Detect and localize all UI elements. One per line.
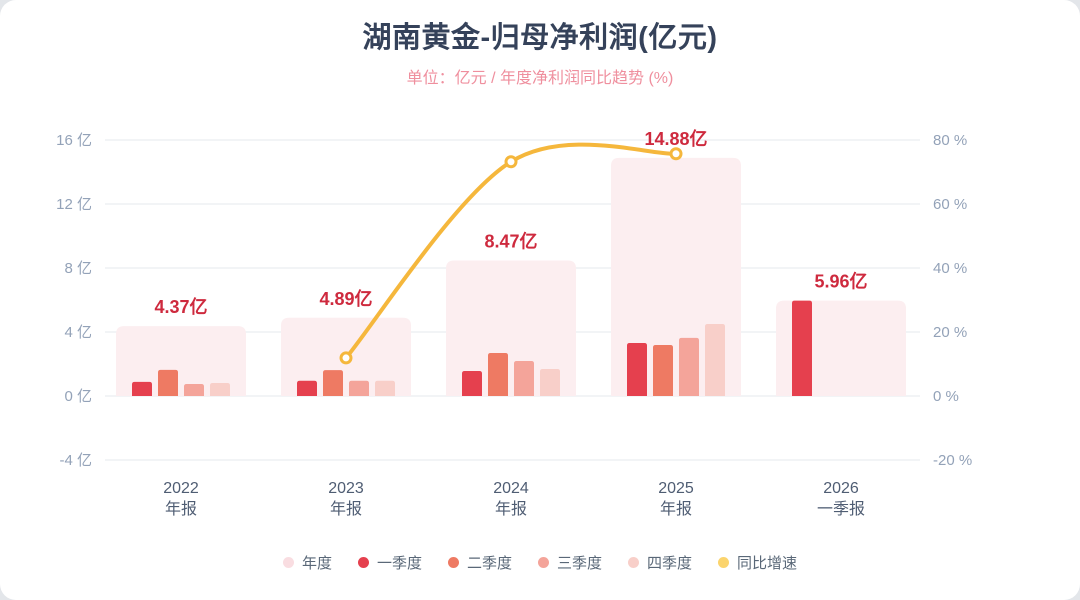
- value-label-2022: 4.37亿: [154, 296, 207, 317]
- quarter-bar-2022-q4[interactable]: [210, 383, 230, 396]
- left-axis-tick: 16 亿: [56, 132, 92, 149]
- category-period-2024: 年报: [495, 500, 527, 518]
- value-label-2025: 14.88亿: [644, 128, 707, 149]
- legend-dot-icon: [718, 557, 730, 568]
- legend-item-4[interactable]: 四季度: [628, 552, 692, 573]
- legend-dot-icon: [282, 557, 294, 568]
- category-year-2026: 2026: [823, 480, 859, 497]
- quarter-bar-2023-q4[interactable]: [375, 380, 395, 396]
- category-period-2023: 年报: [330, 500, 362, 518]
- quarter-bar-2026-q1[interactable]: [792, 300, 812, 396]
- category-period-2025: 年报: [660, 500, 692, 518]
- category-year-2025: 2025: [658, 480, 694, 497]
- legend-item-1[interactable]: 一季度: [357, 552, 422, 573]
- quarter-bar-2025-q4[interactable]: [705, 324, 725, 396]
- annual-bar-2022[interactable]: [116, 326, 246, 396]
- quarter-bar-2025-q2[interactable]: [653, 344, 673, 396]
- category-period-2022: 年报: [165, 500, 197, 518]
- left-axis-tick: 4 亿: [64, 324, 92, 341]
- category-year-2023: 2023: [328, 480, 364, 497]
- quarter-bar-2024-q4[interactable]: [540, 368, 560, 396]
- yoy-line-marker-2[interactable]: [669, 147, 683, 161]
- left-axis-tick: 12 亿: [56, 196, 92, 213]
- chart-legend: 年度 一季度 二季度 三季度 四季度 同比增速: [0, 552, 1080, 573]
- legend-dot-icon: [628, 557, 640, 568]
- right-axis-tick: 60 %: [933, 196, 967, 213]
- legend-label: 一季度: [376, 555, 422, 572]
- right-axis-tick: -20 %: [933, 452, 972, 469]
- legend-item-0[interactable]: 年度: [282, 552, 332, 573]
- quarter-bar-2025-q1[interactable]: [627, 343, 647, 396]
- quarter-bar-2024-q2[interactable]: [488, 352, 508, 396]
- category-period-2026: 一季报: [817, 500, 865, 518]
- quarter-bar-2022-q2[interactable]: [158, 369, 178, 396]
- legend-item-3[interactable]: 三季度: [538, 552, 602, 573]
- quarter-bar-2025-q3[interactable]: [679, 337, 699, 396]
- left-axis-tick: -4 亿: [59, 452, 92, 469]
- legend-label: 四季度: [647, 555, 693, 572]
- yoy-line-marker-1[interactable]: [504, 155, 518, 169]
- chart-subtitle: 单位：亿元 / 年度净利润同比趋势 (%): [406, 70, 674, 87]
- legend-dot-icon: [447, 557, 459, 568]
- right-axis-tick: 20 %: [933, 324, 967, 341]
- yoy-line-marker-0[interactable]: [339, 351, 353, 365]
- legend-label: 同比增速: [737, 555, 798, 572]
- legend-dot-icon: [538, 557, 549, 568]
- category-year-2024: 2024: [493, 480, 529, 497]
- value-label-2024: 8.47亿: [484, 230, 537, 251]
- quarter-bar-2023-q3[interactable]: [349, 380, 369, 396]
- right-axis-tick: 80 %: [933, 132, 967, 149]
- legend-item-2[interactable]: 二季度: [447, 552, 512, 573]
- legend-label: 年度: [301, 555, 332, 572]
- left-axis-tick: 8 亿: [64, 260, 92, 277]
- right-axis-tick: 0 %: [933, 388, 959, 405]
- category-year-2022: 2022: [163, 480, 199, 497]
- value-label-2026: 5.96亿: [814, 271, 867, 292]
- chart-title: 湖南黄金-归母净利润(亿元): [362, 22, 718, 54]
- legend-item-5[interactable]: 同比增速: [718, 552, 797, 573]
- legend-label: 三季度: [557, 555, 603, 572]
- quarter-bar-2022-q3[interactable]: [184, 384, 204, 396]
- quarter-bar-2023-q1[interactable]: [297, 380, 317, 396]
- quarter-bar-2024-q1[interactable]: [462, 371, 482, 396]
- right-axis-tick: 40 %: [933, 260, 967, 277]
- legend-label: 二季度: [466, 555, 512, 572]
- annual-bar-2024[interactable]: [446, 260, 576, 396]
- legend-dot-icon: [357, 557, 369, 568]
- quarter-bar-2024-q3[interactable]: [514, 360, 534, 396]
- quarter-bar-2023-q2[interactable]: [323, 370, 343, 396]
- value-label-2023: 4.89亿: [319, 288, 372, 309]
- left-axis-tick: 0 亿: [64, 388, 92, 405]
- quarter-bar-2022-q1[interactable]: [132, 381, 152, 396]
